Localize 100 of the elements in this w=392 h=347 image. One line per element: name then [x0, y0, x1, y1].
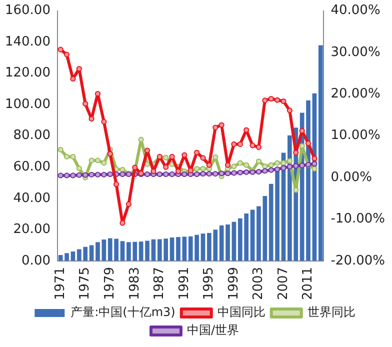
bar: [145, 240, 150, 261]
point: [256, 168, 262, 175]
point: [58, 46, 64, 52]
y-tick-label: 0.00: [22, 253, 50, 268]
point: [163, 154, 169, 160]
y2-tick-label: -10.00%: [330, 212, 386, 227]
legend-label: 世界同比: [307, 305, 356, 320]
point: [212, 124, 218, 130]
point: [182, 171, 188, 178]
point: [224, 170, 231, 176]
point: [231, 141, 237, 147]
y-tick-label: 100.00: [4, 96, 50, 112]
point: [286, 108, 292, 114]
point: [244, 169, 250, 175]
point: [194, 150, 200, 156]
y-tick-label: 40.00: [13, 190, 50, 206]
bar: [318, 45, 323, 261]
point: [262, 168, 268, 174]
point: [144, 161, 150, 168]
point: [262, 98, 268, 104]
point: [82, 100, 88, 107]
point: [101, 118, 107, 124]
bar: [120, 241, 125, 261]
x-tick-label: 1987: [152, 266, 168, 300]
point: [76, 166, 82, 172]
point: [280, 98, 286, 104]
point: [237, 170, 243, 176]
y2-tick-label: 10.00%: [330, 128, 380, 144]
point: [64, 52, 70, 58]
bar: [170, 237, 174, 261]
y-tick-label: 20.00: [13, 222, 50, 238]
bar: [219, 225, 224, 261]
bar: [102, 240, 106, 261]
point: [101, 172, 107, 178]
point: [58, 172, 64, 178]
point: [268, 167, 274, 173]
y-tick-label: 160.00: [4, 3, 50, 18]
point: [286, 164, 292, 170]
point: [64, 154, 70, 160]
point: [200, 170, 206, 177]
point: [312, 166, 318, 172]
x-tick-label: 1975: [78, 266, 93, 300]
point: [58, 146, 64, 152]
x-tick-label: 1979: [102, 266, 118, 300]
point: [70, 154, 76, 160]
y-tick-label: 80.00: [13, 128, 50, 144]
x-tick-label: 2007: [276, 266, 291, 300]
y-tick-label: 120.00: [4, 66, 50, 81]
y2-tick-label: 20.00%: [330, 86, 380, 102]
bar: [226, 224, 230, 261]
point: [244, 162, 250, 168]
point: [107, 150, 113, 157]
x-tick-label: 1999: [226, 266, 242, 300]
point: [144, 171, 150, 178]
point: [250, 142, 256, 148]
point: [194, 171, 200, 178]
point: [268, 96, 274, 102]
point: [120, 171, 126, 178]
bar: [182, 236, 187, 261]
point: [312, 160, 318, 167]
point: [120, 220, 126, 226]
y-tick-label: 60.00: [13, 160, 50, 174]
point: [218, 170, 224, 176]
point: [163, 171, 169, 178]
point: [231, 170, 237, 176]
point: [280, 165, 286, 171]
point: [94, 172, 101, 178]
point: [82, 172, 88, 178]
point: [200, 166, 206, 172]
point: [88, 172, 94, 178]
bar: [138, 242, 144, 261]
point: [274, 166, 280, 172]
y2-tick-label: -20.00%: [330, 253, 386, 268]
point: [120, 166, 126, 172]
point: [107, 171, 113, 178]
x-tick-label: 1995: [202, 266, 217, 300]
point: [101, 160, 107, 166]
point: [224, 162, 231, 168]
legend-label: 中国/世界: [186, 323, 240, 338]
point: [268, 162, 274, 168]
point: [218, 122, 224, 128]
point: [70, 172, 76, 178]
bar: [176, 237, 180, 261]
point: [256, 144, 262, 150]
y2-tick-label: 30.00%: [330, 44, 380, 60]
y2-tick-label: 0.00%: [330, 170, 372, 185]
point: [169, 171, 175, 178]
point: [126, 201, 132, 208]
x-tick-label: 1983: [127, 266, 142, 300]
legend-label: 产量:中国(十亿m3): [70, 305, 176, 320]
point: [280, 160, 286, 166]
bar: [96, 242, 100, 261]
point: [312, 156, 318, 162]
point: [114, 181, 120, 188]
point: [76, 172, 82, 178]
point: [286, 158, 292, 164]
point: [256, 158, 262, 164]
x-tick-label: 2011: [300, 266, 316, 300]
bar: [151, 239, 156, 261]
point: [88, 158, 94, 164]
